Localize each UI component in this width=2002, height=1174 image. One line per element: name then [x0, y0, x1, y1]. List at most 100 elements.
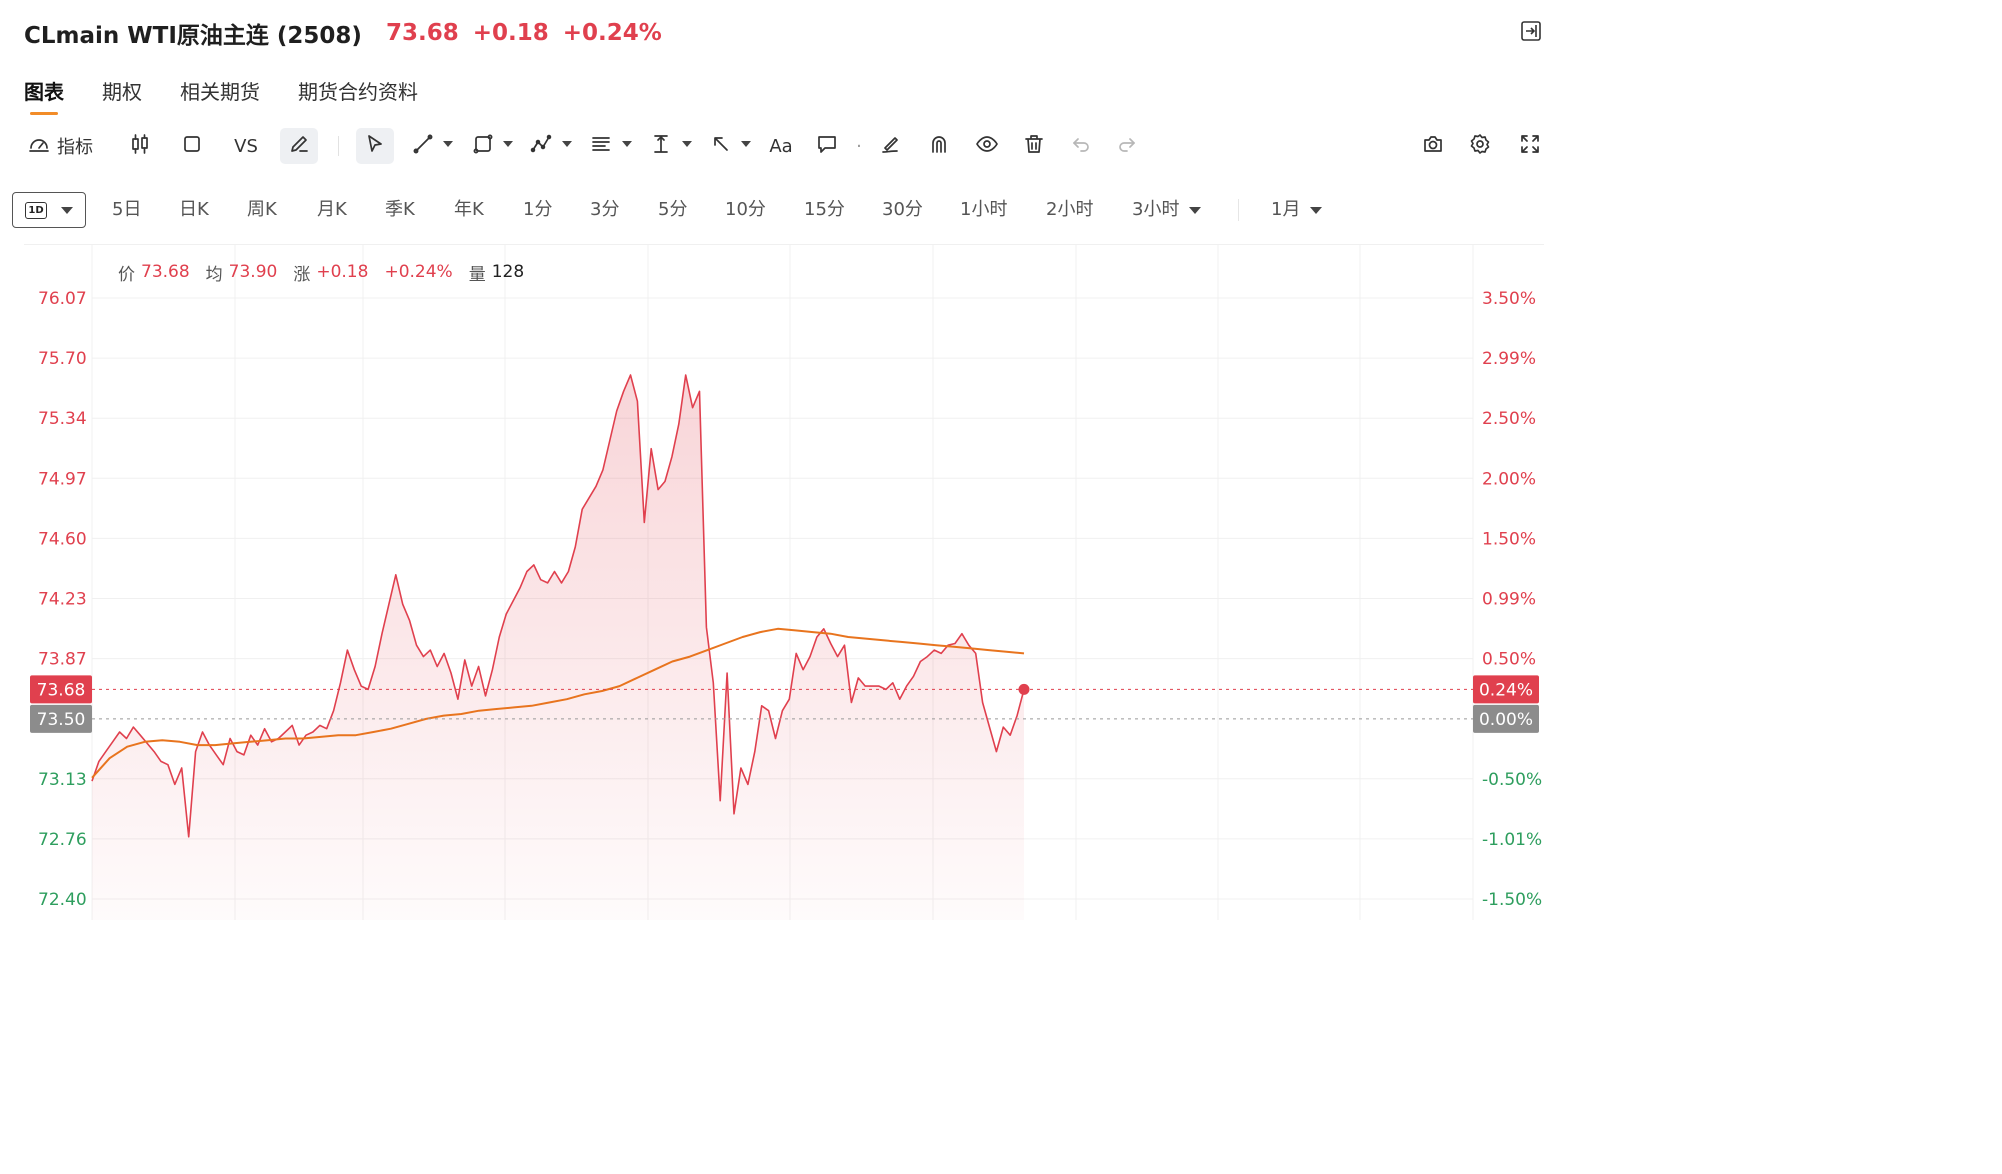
- month-select[interactable]: 1月: [1271, 192, 1323, 228]
- text-tool-button[interactable]: Aa: [766, 128, 796, 164]
- fullscreen-icon: [1518, 132, 1542, 161]
- chart-top-divider: [24, 244, 1544, 245]
- arrow-tool-button[interactable]: [706, 128, 736, 164]
- undo-button[interactable]: [1066, 128, 1096, 164]
- period-divider: [1238, 199, 1239, 221]
- period-monthly[interactable]: 月K: [317, 199, 347, 220]
- cursor-tool-button[interactable]: [356, 128, 394, 164]
- y-tick-label: 73.13: [38, 770, 87, 790]
- tab-contract-info[interactable]: 期货合约资料: [298, 80, 418, 104]
- arrow-tool-dropdown[interactable]: [741, 141, 751, 147]
- fib-tool-dropdown[interactable]: [622, 141, 632, 147]
- speedometer-icon: [27, 132, 51, 161]
- line-tool-button[interactable]: [408, 128, 438, 164]
- current-price-badge: 73.68: [37, 680, 86, 700]
- measure-tool-dropdown[interactable]: [682, 141, 692, 147]
- draw-toggle-button[interactable]: [280, 128, 318, 164]
- y-tick-label: 73.87: [38, 650, 87, 670]
- y-tick-label: 76.07: [38, 289, 87, 309]
- magnet-icon: [927, 132, 951, 161]
- tab-options[interactable]: 期权: [102, 80, 142, 104]
- period-1hour[interactable]: 1小时: [960, 199, 1008, 220]
- last-price: 73.68: [385, 20, 459, 46]
- fib-tool-icon: [589, 132, 613, 161]
- y-tick-label: 75.70: [38, 349, 87, 369]
- camera-icon: [1421, 132, 1445, 161]
- pattern-tool-button[interactable]: [526, 128, 556, 164]
- square-button[interactable]: [176, 128, 208, 164]
- pct-tick-label: 2.99%: [1482, 349, 1536, 369]
- price-line: [91, 374, 1025, 838]
- period-1min[interactable]: 1分: [523, 199, 553, 220]
- pct-tick-label: -0.50%: [1482, 770, 1542, 790]
- comment-tool-button[interactable]: [812, 128, 842, 164]
- compare-button[interactable]: VS: [228, 128, 264, 164]
- legend-avg: 73.90: [228, 262, 278, 282]
- current-pct-badge-bg: [1473, 675, 1539, 704]
- y-tick-label: 74.97: [38, 469, 87, 489]
- pct-tick-label: 3.50%: [1482, 289, 1536, 309]
- shape-tool-button[interactable]: [468, 128, 498, 164]
- shape-tool-dropdown[interactable]: [503, 141, 513, 147]
- legend-change-label: 涨: [293, 264, 311, 285]
- line-tool-icon: [411, 132, 435, 161]
- period-3min[interactable]: 3分: [590, 199, 620, 220]
- period-5day[interactable]: 5日: [112, 199, 142, 220]
- y-tick-label: 74.60: [38, 529, 87, 549]
- screenshot-button[interactable]: [1418, 128, 1448, 164]
- redo-icon: [1115, 132, 1139, 161]
- period-5min[interactable]: 5分: [658, 199, 688, 220]
- average-line: [91, 627, 1025, 779]
- measure-tool-button[interactable]: [646, 128, 676, 164]
- tab-related-futures[interactable]: 相关期货: [180, 80, 260, 104]
- delete-drawings-button[interactable]: [1019, 128, 1049, 164]
- pct-tick-label: -1.50%: [1482, 890, 1542, 910]
- period-2hour[interactable]: 2小时: [1046, 199, 1094, 220]
- tab-chart[interactable]: 图表: [24, 76, 64, 116]
- candlestick-icon: [128, 132, 152, 161]
- collapse-panel-icon[interactable]: [1520, 20, 1542, 42]
- indicator-button[interactable]: 指标: [20, 128, 100, 164]
- legend-volume-label: 量: [468, 264, 486, 285]
- line-tool-dropdown[interactable]: [443, 141, 453, 147]
- period-daily[interactable]: 日K: [179, 199, 209, 220]
- brush-icon: [879, 132, 903, 161]
- fullscreen-button[interactable]: [1515, 128, 1545, 164]
- comment-icon: [815, 132, 839, 161]
- period-bar: 1D 5日 日K 周K 月K 季K 年K 1分 3分 5分 10分 15分 30…: [12, 192, 1548, 228]
- price-change: +0.18: [472, 20, 549, 46]
- chart-settings-button[interactable]: [1465, 128, 1495, 164]
- period-weekly[interactable]: 周K: [247, 199, 277, 220]
- y-tick-label: 75.34: [38, 409, 87, 429]
- period-select[interactable]: 1D: [12, 192, 86, 228]
- quote-header: CLmain WTI原油主连 (2508) 73.68 +0.18 +0.24%: [24, 16, 676, 50]
- period-3hour[interactable]: 3小时: [1132, 192, 1202, 228]
- period-30min[interactable]: 30分: [882, 199, 923, 220]
- intraday-price-chart[interactable]: 76.07 3.50% 75.70 2.99% 75.34 2.50% 74.97 2.00%…: [0, 244, 1568, 920]
- redo-button[interactable]: [1112, 128, 1142, 164]
- period-10min[interactable]: 10分: [725, 199, 766, 220]
- text-tool-icon: Aa: [769, 135, 793, 157]
- cursor-icon: [363, 132, 387, 161]
- period-quarterly[interactable]: 季K: [385, 199, 415, 220]
- period-15min[interactable]: 15分: [804, 199, 845, 220]
- y-tick-label: 72.76: [38, 830, 87, 850]
- chevron-down-icon: [1189, 206, 1202, 214]
- settings-icon: [1468, 132, 1492, 161]
- candlestick-button[interactable]: [124, 128, 156, 164]
- pct-tick-label: 1.50%: [1482, 529, 1536, 549]
- fib-tool-button[interactable]: [586, 128, 616, 164]
- brush-tool-button[interactable]: [876, 128, 906, 164]
- magnet-button[interactable]: [924, 128, 954, 164]
- eye-icon: [975, 132, 999, 161]
- period-badge: 1D: [25, 201, 47, 219]
- legend-avg-label: 均: [205, 264, 223, 285]
- period-yearly[interactable]: 年K: [454, 199, 484, 220]
- current-price-badge-bg: [30, 675, 92, 704]
- visibility-button[interactable]: [972, 128, 1002, 164]
- pattern-tool-dropdown[interactable]: [562, 141, 572, 147]
- chart-legend: 价 73.68 均 73.90 涨 +0.18 +0.24% 量 128: [118, 260, 540, 285]
- legend-price: 73.68: [141, 262, 190, 282]
- indicator-label: 指标: [57, 137, 93, 158]
- pct-tick-label: 2.00%: [1482, 469, 1536, 489]
